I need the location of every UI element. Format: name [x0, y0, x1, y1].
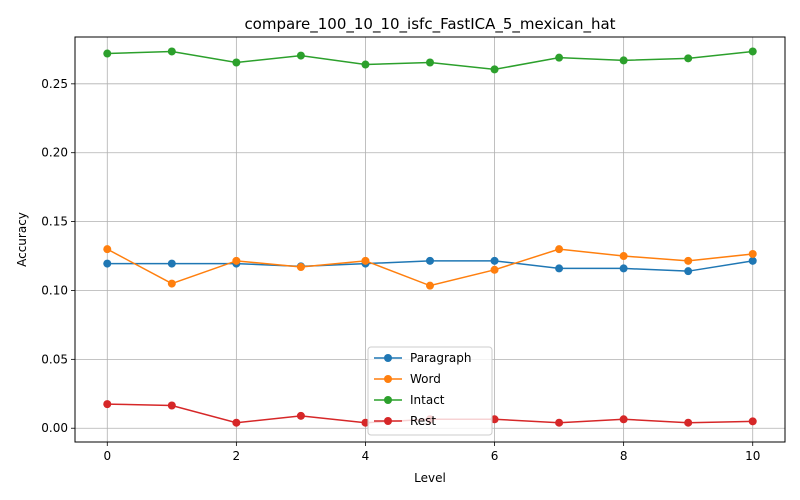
data-point-word	[361, 256, 370, 265]
legend-item-intact: Intact	[374, 393, 445, 407]
legend-label: Intact	[410, 393, 445, 407]
series-layer	[103, 47, 757, 427]
x-tick-label: 10	[745, 449, 760, 463]
data-point-paragraph	[748, 256, 757, 265]
legend-item-word: Word	[374, 372, 441, 386]
data-point-intact	[296, 51, 305, 60]
data-point-rest	[490, 415, 499, 424]
data-point-intact	[167, 47, 176, 56]
legend-swatch-marker	[384, 417, 392, 425]
data-point-paragraph	[426, 256, 434, 265]
data-point-intact	[555, 53, 564, 62]
series-paragraph	[103, 256, 757, 276]
data-point-rest	[232, 418, 241, 427]
grid-lines	[75, 37, 785, 442]
data-point-paragraph	[167, 259, 176, 268]
x-tick-label: 6	[491, 449, 499, 463]
data-point-rest	[103, 400, 112, 409]
legend-label: Word	[410, 372, 441, 386]
data-point-intact	[232, 58, 241, 67]
data-point-paragraph	[684, 267, 693, 276]
data-point-paragraph	[103, 259, 112, 268]
data-point-word	[167, 279, 176, 288]
data-point-rest	[296, 411, 305, 420]
data-point-paragraph	[490, 256, 499, 265]
legend-swatch-marker	[384, 375, 392, 383]
data-point-rest	[167, 401, 176, 410]
data-point-rest	[684, 418, 693, 427]
data-point-paragraph	[619, 264, 628, 273]
data-point-intact	[748, 47, 757, 56]
y-tick-label: 0.05	[41, 352, 68, 366]
data-point-rest	[555, 418, 564, 427]
data-point-word	[426, 281, 434, 290]
data-point-word	[748, 249, 757, 258]
data-point-word	[490, 265, 499, 274]
x-tick-label: 0	[103, 449, 111, 463]
legend-item-paragraph: Paragraph	[374, 351, 471, 365]
legend-swatch-marker	[384, 354, 392, 362]
data-point-intact	[426, 58, 434, 67]
data-point-word	[296, 263, 305, 272]
x-tick-label: 4	[362, 449, 370, 463]
series-word	[103, 245, 757, 290]
x-axis-ticks: 0 2 4 6 8 10	[103, 442, 760, 463]
data-point-rest	[619, 415, 628, 424]
data-point-word	[619, 252, 628, 261]
x-tick-label: 2	[233, 449, 241, 463]
data-point-intact	[490, 65, 499, 74]
y-tick-label: 0.15	[41, 215, 68, 229]
data-point-word	[684, 256, 693, 265]
chart-title: compare_100_10_10_isfc_FastICA_5_mexican…	[244, 15, 615, 34]
legend-item-rest: Rest	[374, 414, 436, 428]
y-tick-label: 0.00	[41, 421, 68, 435]
y-tick-label: 0.25	[41, 77, 68, 91]
data-point-intact	[684, 54, 693, 63]
data-point-word	[232, 256, 241, 265]
x-axis-label: Level	[414, 471, 446, 485]
data-point-intact	[361, 60, 370, 69]
legend-label: Rest	[410, 414, 436, 428]
x-tick-label: 8	[620, 449, 628, 463]
data-point-rest	[748, 417, 757, 426]
y-axis-label: Accuracy	[15, 212, 29, 267]
legend-label: Paragraph	[410, 351, 471, 365]
data-point-intact	[103, 49, 112, 58]
series-line-word	[106, 248, 753, 287]
plot-frame	[74, 36, 786, 443]
data-point-paragraph	[555, 264, 564, 273]
y-tick-label: 0.20	[41, 146, 68, 160]
y-axis-ticks: 0.00 0.05 0.10 0.15 0.20 0.25	[41, 77, 75, 435]
data-point-word	[103, 245, 112, 254]
legend-box	[367, 346, 493, 436]
legend: Paragraph Word Intact Rest	[367, 346, 493, 436]
data-point-word	[555, 245, 564, 254]
legend-swatch-marker	[384, 396, 392, 404]
series-intact	[103, 47, 757, 74]
y-tick-label: 0.10	[41, 283, 68, 297]
data-point-rest	[361, 418, 370, 427]
data-point-intact	[619, 56, 628, 65]
